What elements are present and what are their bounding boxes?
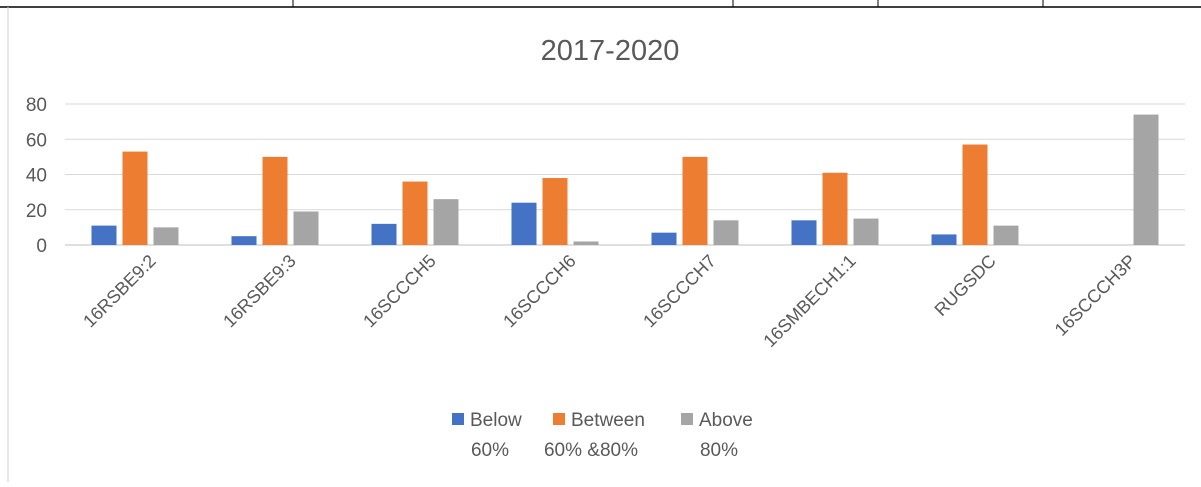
bar: [651, 232, 677, 245]
bar: [791, 220, 817, 245]
x-tick-label: 16SCCCH6: [499, 251, 580, 332]
legend-label: Between: [571, 410, 645, 431]
x-tick-label: 16SMBECH1:1: [759, 251, 859, 351]
bar: [402, 181, 428, 245]
bar: [262, 156, 288, 245]
x-tick-label: 16SCCCH5: [359, 251, 440, 332]
chart-title: 2017-2020: [541, 35, 680, 67]
bar: [153, 227, 179, 245]
bar: [1133, 114, 1159, 245]
bar: [682, 156, 708, 245]
legend: Below 60% Between 60% &80% Above 80%: [452, 410, 753, 461]
y-tick-label: 0: [36, 236, 47, 257]
bar: [822, 172, 848, 245]
bars: [91, 114, 1159, 245]
x-tick-label: 16SCCCH3P: [1051, 251, 1140, 340]
y-tick-label: 40: [26, 166, 47, 187]
legend-swatch: [553, 413, 565, 425]
x-tick-label: 16RSBE9:3: [219, 251, 300, 332]
x-tick-label: RUGSDC: [931, 251, 1000, 320]
bar: [931, 234, 957, 245]
bar: [993, 225, 1019, 245]
legend-swatch: [452, 413, 464, 425]
legend-item: Above 80%: [681, 410, 753, 461]
bar: [962, 144, 988, 245]
x-axis-ticks: 16RSBE9:2 16RSBE9:3 16SCCCH5 16SCCCH6 16SCCC…: [79, 251, 1140, 351]
x-tick-label: 16RSBE9:2: [79, 251, 160, 332]
bar: [231, 236, 257, 245]
legend-swatch: [681, 413, 693, 425]
bar: [573, 241, 599, 245]
legend-label: Above: [699, 410, 753, 431]
legend-label-line2: 60% &80%: [544, 440, 638, 461]
legend-label-line2: 60%: [471, 440, 509, 461]
bar: [713, 220, 739, 245]
y-axis-ticks: 0 20 40 60 80: [26, 95, 47, 257]
gridlines: [65, 103, 1185, 246]
legend-label-line2: 80%: [700, 440, 738, 461]
y-tick-label: 20: [26, 201, 47, 222]
x-tick-label: 16SCCCH7: [639, 251, 720, 332]
y-tick-label: 80: [26, 95, 47, 116]
bar: [433, 199, 459, 245]
y-tick-label: 60: [26, 130, 47, 151]
bar: [542, 178, 568, 245]
legend-item: Between 60% &80%: [544, 410, 645, 461]
bar: [91, 225, 117, 245]
bar: [511, 202, 537, 245]
bar: [853, 218, 879, 245]
legend-label: Below: [470, 410, 522, 431]
bar: [122, 151, 148, 245]
legend-item: Below 60%: [452, 410, 522, 461]
bar: [371, 223, 397, 245]
bar: [293, 211, 319, 245]
